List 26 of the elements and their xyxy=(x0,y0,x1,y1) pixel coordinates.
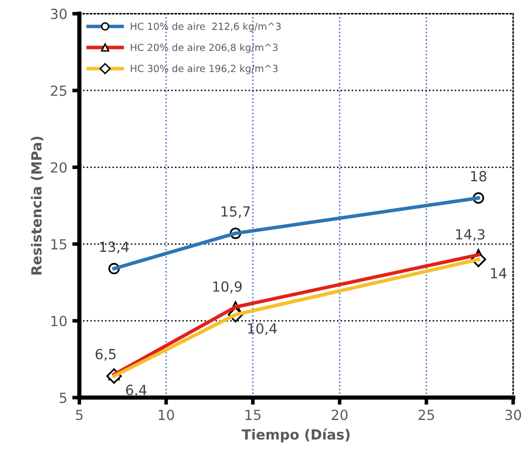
y-tick-label: 5 xyxy=(60,392,66,404)
legend-label: HC 10% de aire 212,6 kg/m^3 xyxy=(130,22,281,32)
data-label: 10,4 xyxy=(248,323,277,336)
data-label: 18 xyxy=(471,170,486,182)
data-label: 6,4 xyxy=(126,384,146,397)
data-label: 14 xyxy=(491,268,506,278)
x-tick-label: 20 xyxy=(332,410,348,420)
y-axis-title: Resistencia (MPa) xyxy=(30,136,44,275)
legend-label: HC 20% de aire 206,8 kg/m^3 xyxy=(130,44,278,53)
y-tick-label: 15 xyxy=(51,239,66,250)
data-label: 14,3 xyxy=(456,229,484,242)
data-label: 15,7 xyxy=(222,206,250,218)
legend-label: HC 30% de aire 196,2 kg/m^3 xyxy=(130,64,278,74)
data-label: 10,9 xyxy=(213,281,242,294)
x-tick-label: 15 xyxy=(246,410,260,420)
data-label: 6,5 xyxy=(96,348,116,361)
data-label: 13,4 xyxy=(100,242,129,254)
y-tick-label: 25 xyxy=(50,85,66,96)
x-axis-title: Tiempo (Días) xyxy=(242,428,350,442)
x-tick-label: 25 xyxy=(418,410,434,420)
y-tick-label: 10 xyxy=(51,316,67,326)
y-tick-label: 30 xyxy=(50,8,67,20)
x-tick-label: 10 xyxy=(158,410,174,420)
y-tick-label: 20 xyxy=(50,162,67,173)
x-tick-label: 30 xyxy=(505,410,522,420)
x-tick-label: 5 xyxy=(76,410,83,420)
